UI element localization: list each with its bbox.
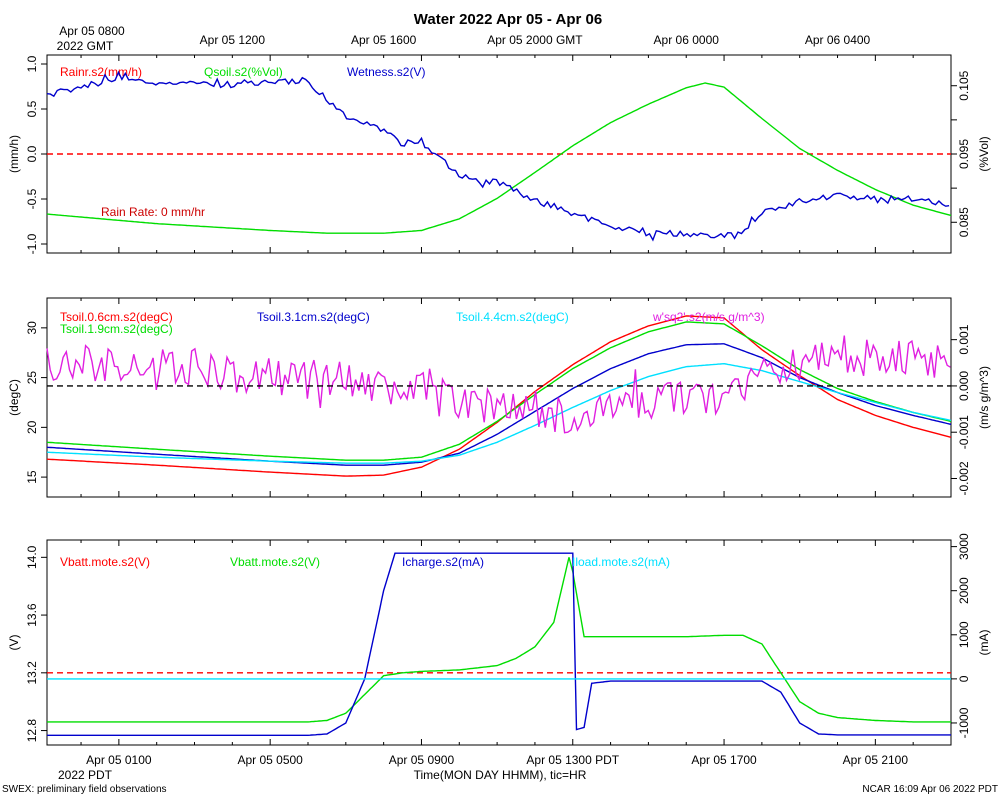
right-tick-label: 0.095 xyxy=(957,139,971,169)
left-tick-label: 12.8 xyxy=(25,719,39,743)
legend-entry: Tsoil.3.1cm.s2(degC) xyxy=(257,310,370,324)
left-tick-label: -1.0 xyxy=(25,233,39,254)
legend-entry: Qsoil.s2(%Vol) xyxy=(204,65,283,79)
bottom-axis-label: Apr 05 0900 xyxy=(389,753,455,767)
legend-entry: Tsoil.4.4cm.s2(degC) xyxy=(456,310,569,324)
left-tick-label: 0.0 xyxy=(25,145,39,162)
legend-entry: Vbatt.mote.s2(V) xyxy=(230,555,320,569)
left-tick-label: 0.5 xyxy=(25,100,39,117)
right-tick-label: 0.001 xyxy=(957,324,971,354)
left-axis-label: (V) xyxy=(7,635,21,651)
top-axis-label: Apr 06 0400 xyxy=(805,33,871,47)
footer-left: SWEX: preliminary field observations xyxy=(2,784,167,795)
top-axis-labels: Apr 05 1200 Apr 05 1600 Apr 05 2000 GMT Apr… xyxy=(200,33,871,47)
series-line xyxy=(46,82,952,234)
legend-entry: Rainr.s2(mm/h) xyxy=(60,65,142,79)
chart-panel-2: 12.8 13.2 13.6 14.0 -1000 0 1000 2000 3000 (V) (mA… xyxy=(7,533,991,746)
series-line xyxy=(47,552,951,736)
bottom-axis-labels: Apr 05 0100 Apr 05 0500 Apr 05 0900 Apr 05 … xyxy=(86,753,908,767)
left-tick-label: 25 xyxy=(25,371,39,385)
bottom-axis-label: Apr 05 0100 xyxy=(86,753,152,767)
series-line xyxy=(46,343,952,466)
left-tick-label: 15 xyxy=(25,470,39,484)
left-axis-label: (mm/h) xyxy=(7,135,21,173)
top-axis-year-label: 2022 GMT xyxy=(57,39,114,53)
series-line xyxy=(46,321,952,461)
left-tick-label: 20 xyxy=(25,420,39,434)
legend-entry: w'sq2'.s2(m/s g/m^3) xyxy=(652,310,765,324)
legend-entry: Iload.mote.s2(mA) xyxy=(572,555,670,569)
series-line xyxy=(46,335,951,434)
top-axis-first-label: Apr 05 0800 xyxy=(59,24,125,38)
right-tick-label: 3000 xyxy=(957,533,971,560)
chart-panel-1: 15 20 25 30 -0.002 -0.001 0.000 0.001 (degC) (m/s… xyxy=(7,297,991,498)
chart-panel-0: -1.0 -0.5 0.0 0.5 1.0 0.085 0.095 0.105 (mm/h) (%… xyxy=(7,54,991,254)
top-axis-label: Apr 06 0000 xyxy=(654,33,720,47)
footer-right: NCAR 16:09 Apr 06 2022 PDT xyxy=(862,784,998,795)
right-tick-label: -0.001 xyxy=(957,415,971,449)
legend-entry: Icharge.s2(mA) xyxy=(402,555,484,569)
left-tick-label: 1.0 xyxy=(25,55,39,72)
rain-rate-annotation: Rain Rate: 0 mm/hr xyxy=(101,205,205,219)
top-axis-label: Apr 05 2000 GMT xyxy=(487,33,583,47)
right-axis-label: (m/s g/m^3) xyxy=(977,366,991,429)
right-tick-label: 0.000 xyxy=(957,371,971,401)
left-tick-label: -0.5 xyxy=(25,188,39,209)
right-axis-label: (%Vol) xyxy=(977,136,991,171)
left-axis-label: (degC) xyxy=(7,379,21,416)
right-tick-label: 0.105 xyxy=(957,70,971,100)
series-line xyxy=(47,557,951,723)
right-tick-label: 2000 xyxy=(957,577,971,604)
legend-entry: Tsoil.0.6cm.s2(degC) xyxy=(60,310,173,324)
left-tick-label: 30 xyxy=(25,321,39,335)
legend-entry: Tsoil.1.9cm.s2(degC) xyxy=(60,322,173,336)
left-tick-label: 13.6 xyxy=(25,603,39,627)
right-tick-label: 0 xyxy=(957,675,971,682)
bottom-axis-label: Apr 05 1700 xyxy=(691,753,757,767)
series-line xyxy=(46,362,952,464)
right-tick-label: 0.085 xyxy=(957,207,971,237)
top-axis-label: Apr 05 1600 xyxy=(351,33,417,47)
right-tick-label: -0.002 xyxy=(957,461,971,495)
chart-title: Water 2022 Apr 05 - Apr 06 xyxy=(414,11,602,28)
bottom-axis-label: Apr 05 1300 PDT xyxy=(526,753,619,767)
bottom-axis-year-label: 2022 PDT xyxy=(58,768,113,782)
bottom-axis-title: Time(MON DAY HHMM), tic=HR xyxy=(414,768,587,782)
series-line xyxy=(46,315,952,477)
left-tick-label: 14.0 xyxy=(25,545,39,569)
left-tick-label: 13.2 xyxy=(25,661,39,685)
plot-frame xyxy=(46,297,952,498)
right-tick-label: -1000 xyxy=(957,707,971,738)
right-tick-label: 1000 xyxy=(957,621,971,648)
right-axis-label: (mA) xyxy=(977,630,991,656)
plot-frame xyxy=(46,539,952,746)
bottom-axis-label: Apr 05 2100 xyxy=(843,753,909,767)
legend-entry: Wetness.s2(V) xyxy=(347,65,425,79)
chart-panels: -1.0 -0.5 0.0 0.5 1.0 0.085 0.095 0.105 (mm/h) (%… xyxy=(7,54,991,746)
legend-entry: Vbatt.mote.s2(V) xyxy=(60,555,150,569)
series-line xyxy=(46,70,950,242)
bottom-axis-label: Apr 05 0500 xyxy=(237,753,303,767)
top-axis-label: Apr 05 1200 xyxy=(200,33,266,47)
